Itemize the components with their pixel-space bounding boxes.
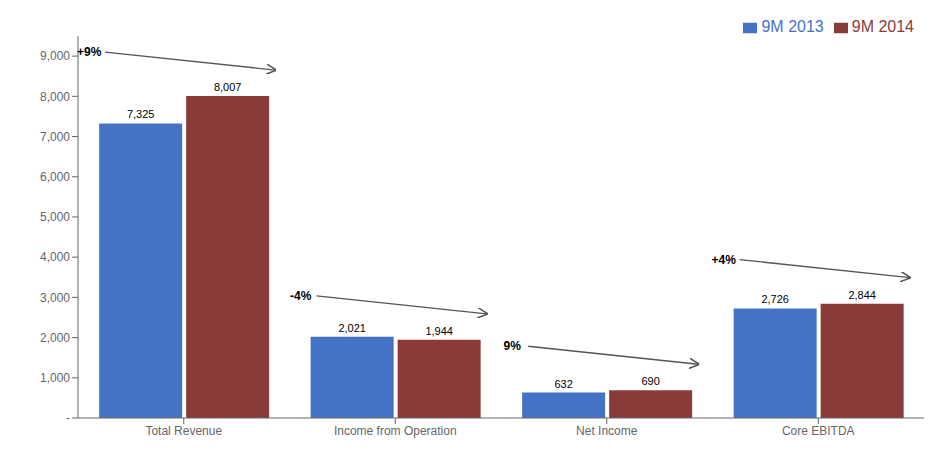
svg-text:1,000: 1,000 bbox=[40, 371, 70, 385]
svg-text:8,007: 8,007 bbox=[214, 81, 242, 93]
svg-text:Total Revenue: Total Revenue bbox=[145, 424, 222, 438]
svg-text:4,000: 4,000 bbox=[40, 250, 70, 264]
svg-text:8,000: 8,000 bbox=[40, 90, 70, 104]
svg-text:3,000: 3,000 bbox=[40, 291, 70, 305]
svg-text:6,000: 6,000 bbox=[40, 170, 70, 184]
svg-text:9,000: 9,000 bbox=[40, 49, 70, 63]
svg-text:7,000: 7,000 bbox=[40, 130, 70, 144]
svg-text:2,726: 2,726 bbox=[761, 293, 789, 305]
svg-text:-: - bbox=[66, 411, 70, 425]
svg-text:7,325: 7,325 bbox=[127, 108, 155, 120]
svg-text:+9%: +9% bbox=[77, 45, 102, 59]
svg-text:Income from Operation: Income from Operation bbox=[334, 424, 457, 438]
svg-text:-4%: -4% bbox=[290, 289, 312, 303]
svg-text:2,021: 2,021 bbox=[338, 322, 366, 334]
svg-text:Net Income: Net Income bbox=[576, 424, 638, 438]
svg-text:2,000: 2,000 bbox=[40, 331, 70, 345]
svg-text:690: 690 bbox=[641, 375, 659, 387]
svg-text:9%: 9% bbox=[503, 339, 521, 353]
html-text:9M 2013: 9M 2013 bbox=[761, 18, 824, 35]
svg-text:+4%: +4% bbox=[711, 253, 736, 267]
svg-text:2,844: 2,844 bbox=[848, 289, 876, 301]
svg-text:1,944: 1,944 bbox=[425, 325, 453, 337]
svg-text:5,000: 5,000 bbox=[40, 210, 70, 224]
svg-text:Core EBITDA: Core EBITDA bbox=[782, 424, 855, 438]
svg-text:632: 632 bbox=[554, 378, 572, 390]
html-text:9M 2014: 9M 2014 bbox=[851, 18, 914, 35]
